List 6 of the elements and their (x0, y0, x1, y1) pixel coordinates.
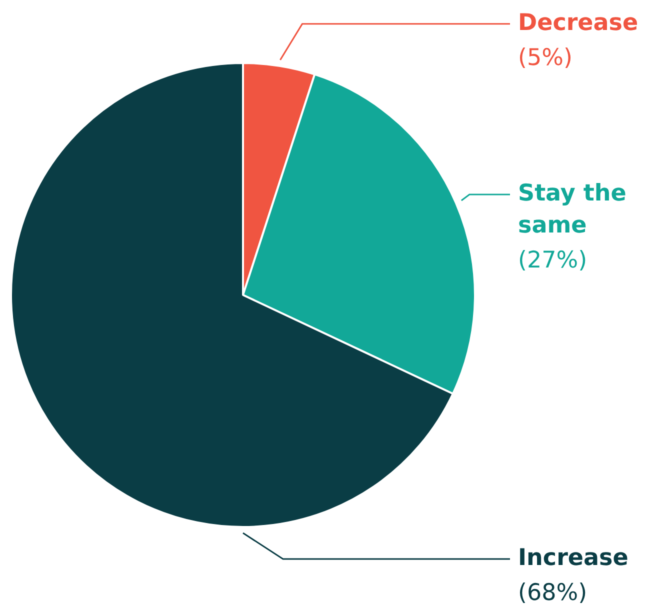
data-label: (27%) (518, 247, 588, 274)
slice-label: Increase (518, 544, 628, 571)
slice-label: Stay the same (518, 180, 626, 238)
data-label: (5%) (518, 44, 572, 71)
slice-label: Decrease (518, 10, 638, 36)
data-label: (68%) (518, 580, 588, 606)
